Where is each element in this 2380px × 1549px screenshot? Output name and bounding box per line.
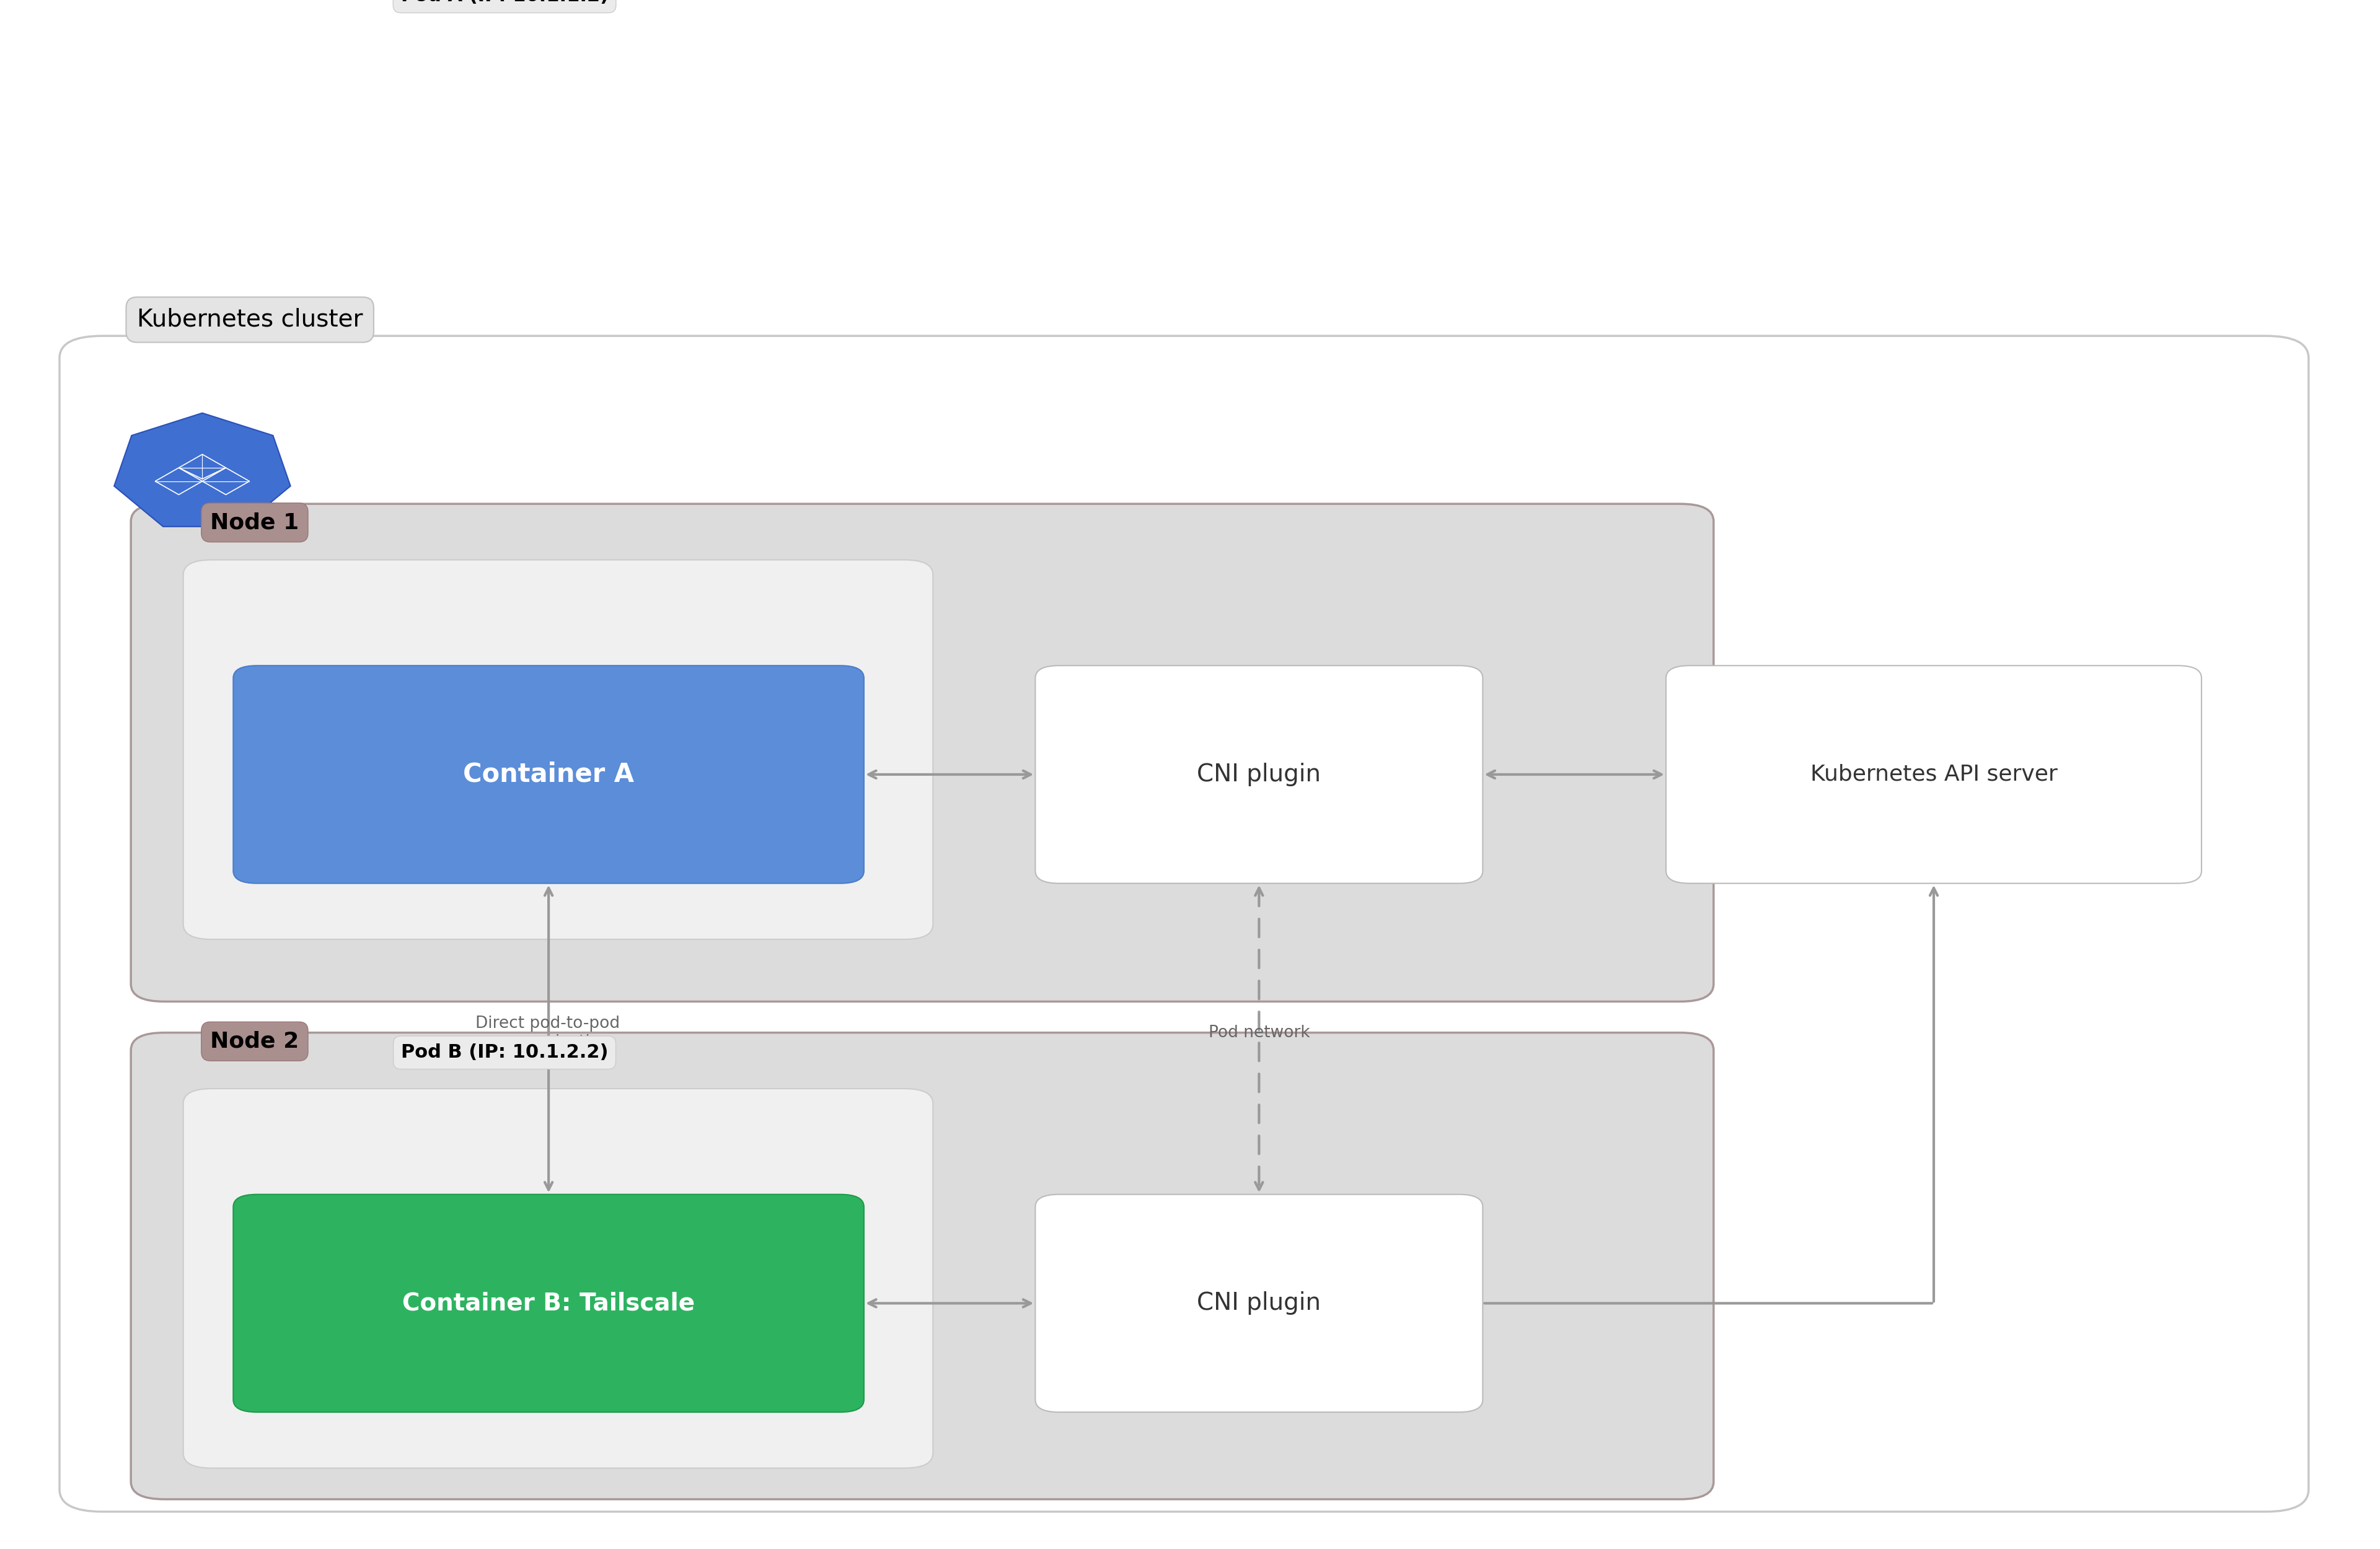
FancyBboxPatch shape xyxy=(131,503,1714,1002)
FancyBboxPatch shape xyxy=(1035,1194,1483,1413)
FancyBboxPatch shape xyxy=(60,336,2309,1512)
Text: Direct pod-to-pod
communication: Direct pod-to-pod communication xyxy=(476,1015,619,1050)
FancyBboxPatch shape xyxy=(233,666,864,883)
FancyBboxPatch shape xyxy=(183,1089,933,1468)
FancyBboxPatch shape xyxy=(131,1033,1714,1499)
FancyBboxPatch shape xyxy=(233,1194,864,1413)
Text: Pod network: Pod network xyxy=(1209,1024,1309,1041)
Text: Container B: Tailscale: Container B: Tailscale xyxy=(402,1292,695,1315)
Text: Kubernetes API server: Kubernetes API server xyxy=(1811,764,2056,785)
Text: Container A: Container A xyxy=(464,762,633,787)
Polygon shape xyxy=(114,414,290,527)
Text: Node 2: Node 2 xyxy=(209,1030,300,1052)
FancyBboxPatch shape xyxy=(1666,666,2202,883)
Text: CNI plugin: CNI plugin xyxy=(1197,762,1321,787)
Text: Node 1: Node 1 xyxy=(209,513,300,533)
FancyBboxPatch shape xyxy=(1035,666,1483,883)
Text: Kubernetes cluster: Kubernetes cluster xyxy=(138,308,362,331)
Text: Pod B (IP: 10.1.2.2): Pod B (IP: 10.1.2.2) xyxy=(400,1044,609,1061)
FancyBboxPatch shape xyxy=(183,559,933,939)
Text: Pod A (IP: 10.1.1.2): Pod A (IP: 10.1.1.2) xyxy=(400,0,609,5)
Text: CNI plugin: CNI plugin xyxy=(1197,1292,1321,1315)
